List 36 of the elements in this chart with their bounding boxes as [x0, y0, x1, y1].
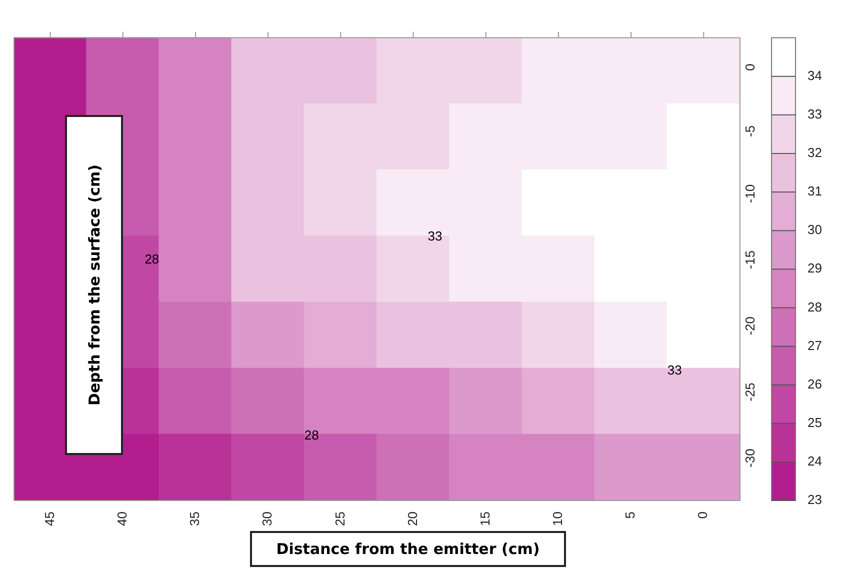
color-bar-label: 30	[808, 222, 822, 238]
x-tick-label: 5	[622, 512, 638, 519]
annotation: 33	[428, 228, 442, 244]
y-tick-label: -20	[742, 316, 758, 336]
color-bar-label: 33	[808, 106, 822, 122]
color-bar-label: 29	[808, 260, 822, 276]
x-tick-label: 20	[404, 512, 420, 526]
y-tick-label: -10	[742, 184, 758, 204]
axis-title-box: Distance from the emitter (cm)	[250, 531, 566, 567]
x-tick-label: 45	[42, 512, 57, 526]
y-tick-label: -30	[742, 448, 758, 468]
x-tick-label: 40	[114, 512, 130, 526]
color-bar-label: 23	[808, 492, 822, 508]
x-tick-label: 25	[332, 512, 348, 526]
color-bar-label: 25	[808, 414, 822, 430]
color-bar-label: 34	[808, 68, 822, 83]
color-bar-label: 24	[808, 454, 822, 469]
x-tick-label: 30	[260, 512, 275, 526]
annotation: 28	[144, 251, 160, 266]
x-tick-label: 10	[550, 512, 566, 526]
y-tick-label: -5	[742, 125, 758, 137]
color-bar-label: 32	[808, 145, 822, 160]
annotation: 33	[667, 362, 682, 378]
color-bar-label: 28	[808, 299, 822, 314]
x-tick-label: 15	[477, 512, 492, 526]
color-bar-label: 27	[808, 338, 822, 353]
y-tick-label: 0	[742, 64, 758, 71]
y-tick-label: -25	[742, 382, 758, 402]
color-bar-label: 26	[808, 376, 822, 392]
y-axis-title: Depth from the surface (cm)	[85, 164, 103, 406]
axis-title-box: Depth from the surface (cm)	[65, 115, 123, 455]
annotation: 28	[304, 427, 319, 442]
x-tick-label: 0	[695, 512, 710, 519]
x-tick-label: 35	[187, 512, 202, 526]
y-tick-label: -15	[742, 250, 758, 270]
color-bar-label: 31	[808, 184, 822, 199]
